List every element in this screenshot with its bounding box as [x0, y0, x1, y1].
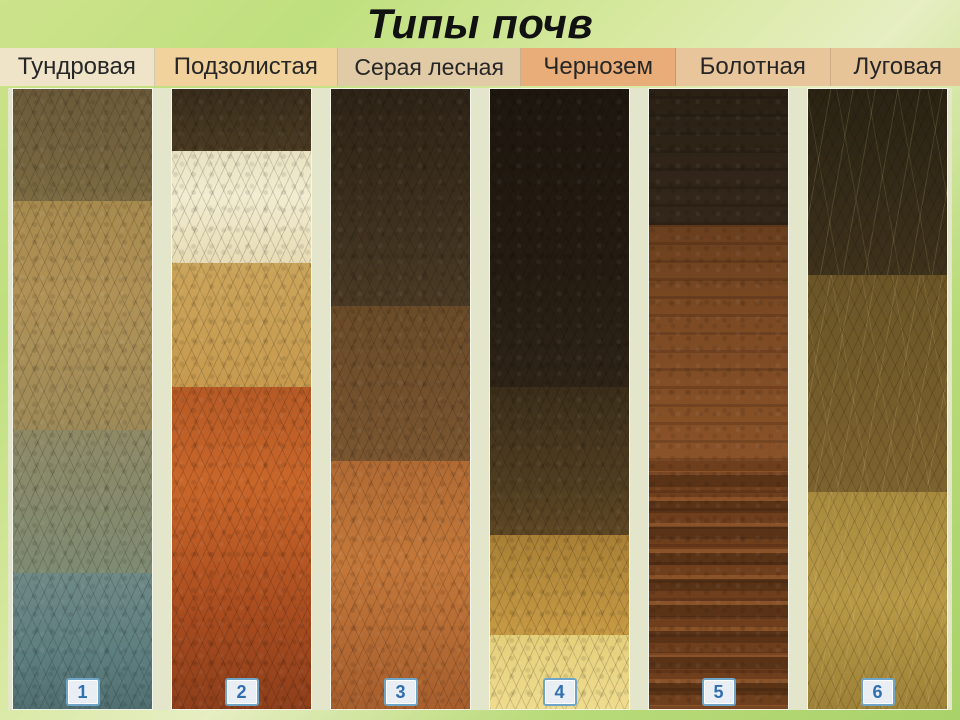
soil-layer	[490, 387, 629, 536]
soil-layer	[490, 535, 629, 634]
column-number-badge: 5	[702, 678, 736, 706]
column-number-badge: 4	[543, 678, 577, 706]
soil-layer	[331, 306, 470, 461]
soil-label-6: Луговая	[831, 48, 960, 86]
soil-layer	[490, 89, 629, 387]
soil-label-5: Болотная	[676, 48, 831, 86]
labels-row: ТундроваяПодзолистаяСерая леснаяЧернозем…	[0, 48, 960, 86]
soil-layer	[331, 461, 470, 709]
soil-column-gray_forest: 3	[330, 88, 471, 710]
soil-layer	[172, 387, 311, 709]
soil-layer	[172, 263, 311, 387]
soil-column-tundra: 1	[12, 88, 153, 710]
soil-column-bog: 5	[648, 88, 789, 710]
soil-layer	[649, 461, 788, 709]
soil-layer	[808, 275, 947, 492]
soil-column-podzol: 2	[171, 88, 312, 710]
soil-label-3: Серая лесная	[338, 48, 521, 86]
column-number-badge: 1	[66, 678, 100, 706]
soil-layer	[649, 89, 788, 225]
soil-layer	[172, 89, 311, 151]
soil-label-1: Тундровая	[0, 48, 155, 86]
soil-columns: 1 2 3 4 5 6	[8, 88, 952, 710]
soil-column-meadow: 6	[807, 88, 948, 710]
column-number-badge: 6	[861, 678, 895, 706]
column-number-badge: 3	[384, 678, 418, 706]
column-number-badge: 2	[225, 678, 259, 706]
soil-layer	[13, 201, 152, 430]
soil-layer	[808, 492, 947, 709]
page-title: Типы почв	[0, 0, 960, 46]
soil-layer	[808, 89, 947, 275]
soil-layer	[331, 89, 470, 306]
soil-layer	[13, 430, 152, 573]
slide: Типы почв ТундроваяПодзолистаяСерая лесн…	[0, 0, 960, 720]
soil-layer	[649, 225, 788, 461]
soil-label-4: Чернозем	[521, 48, 676, 86]
soil-layer	[172, 151, 311, 263]
soil-label-2: Подзолистая	[155, 48, 338, 86]
soil-column-chernozem: 4	[489, 88, 630, 710]
soil-layer	[13, 89, 152, 201]
